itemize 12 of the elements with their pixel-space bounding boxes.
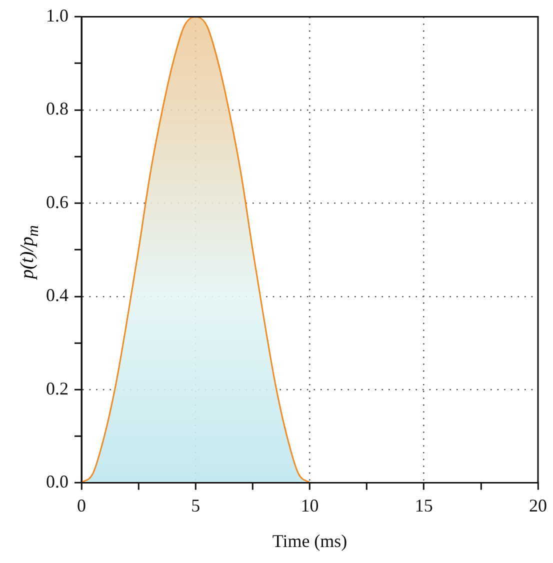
x-axis-title: Time (ms) [272,530,348,551]
x-tick-label: 5 [191,495,200,516]
x-tick-label: 15 [414,495,433,516]
y-tick-label: 0.8 [46,98,68,119]
x-tick-label: 0 [77,495,86,516]
y-tick-label: 0.6 [46,192,68,212]
y-tick-label: 0.0 [46,472,68,492]
y-tick-label: 0.4 [46,285,68,306]
y-tick-label: 1.0 [46,6,68,26]
x-tick-label: 20 [529,495,547,516]
x-tick-label: 10 [300,495,319,516]
y-tick-label: 0.2 [46,378,68,398]
